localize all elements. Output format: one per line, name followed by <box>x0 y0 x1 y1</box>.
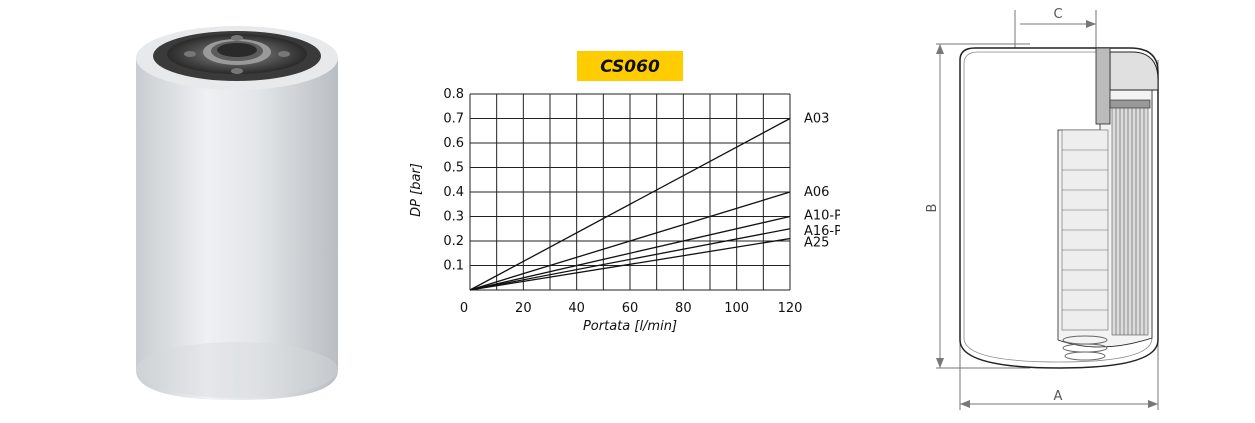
series-line <box>469 215 791 291</box>
series-label: A25 <box>804 236 829 251</box>
y-tick-label: 0.6 <box>443 136 464 151</box>
y-tick-label: 0.3 <box>443 210 464 225</box>
x-tick-label: 40 <box>568 301 585 316</box>
chart-ticks: 0 20 40 60 80 100 120 0.1 0.2 0.3 0.4 0.5 0.6 0.7 0.8 <box>443 87 802 316</box>
y-tick-label: 0.1 <box>443 259 464 274</box>
chart-xlabel: Portata [l/min] <box>583 319 677 334</box>
x-tick-label: 120 <box>778 301 803 316</box>
y-tick-label: 0.7 <box>443 112 464 127</box>
series-label: A06 <box>804 185 829 200</box>
chart-grid <box>469 93 791 291</box>
x-tick-label: 0 <box>460 301 468 316</box>
x-tick-label: 60 <box>622 301 639 316</box>
series-line <box>469 237 791 291</box>
series-label: A03 <box>804 112 829 127</box>
x-tick-label: 20 <box>515 301 532 316</box>
pressure-drop-chart: CS060 0 20 40 60 80 100 120 0.1 0.2 0.3 0.4 0.5 0.6 0… <box>380 0 859 419</box>
dimension-c-label: C <box>1053 7 1062 22</box>
series-line <box>469 191 791 291</box>
series-line <box>469 117 791 291</box>
dimension-b-label: B <box>925 204 940 213</box>
x-tick-label: 80 <box>675 301 692 316</box>
series-label: A10-P10 <box>804 209 840 224</box>
filter-cross-section-drawing-icon: C B A <box>925 7 1159 410</box>
chart-title-box <box>577 51 683 81</box>
y-tick-label: 0.2 <box>443 234 464 249</box>
y-tick-label: 0.4 <box>443 185 464 200</box>
x-tick-label: 100 <box>724 301 749 316</box>
chart-series <box>469 117 791 291</box>
y-tick-label: 0.5 <box>443 161 464 176</box>
series-line <box>469 228 791 291</box>
y-tick-label: 0.8 <box>443 87 464 102</box>
chart-svg: CS060 0 20 40 60 80 100 1200.10.20.30.40.50.60… <box>409 51 859 334</box>
chart-ylabel: DP [bar] <box>409 163 424 217</box>
chart-title: CS060 <box>600 57 660 77</box>
dimension-a-label: A <box>1054 389 1063 404</box>
technical-drawing: C B A <box>900 0 1200 419</box>
spin-on-filter-cartridge-icon <box>136 26 338 400</box>
product-image <box>0 0 420 419</box>
